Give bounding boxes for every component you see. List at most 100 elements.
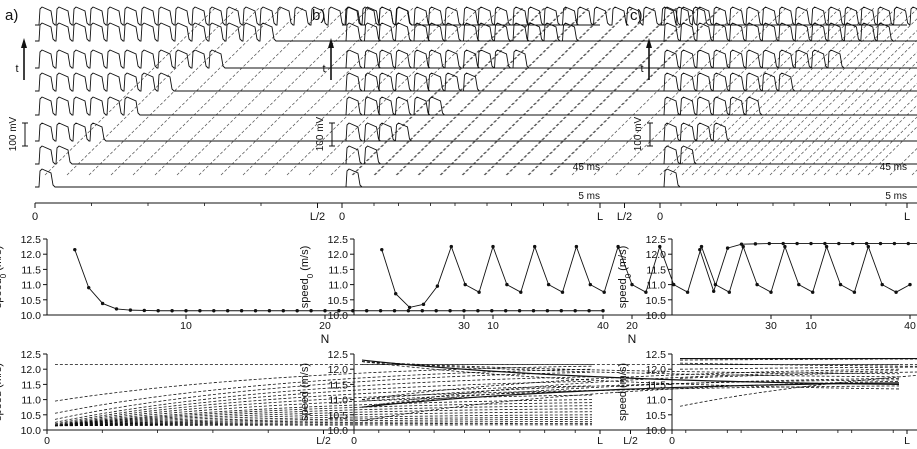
speed0-data-point <box>114 307 119 311</box>
speed0-data-point <box>601 309 605 313</box>
speed-y-tick-label: 10.0 <box>646 425 667 437</box>
speed-series-line <box>679 362 917 367</box>
speed0-data-point <box>559 309 563 313</box>
speed0-data-point <box>685 290 690 294</box>
time-label-45ms: 45 ms <box>573 162 600 173</box>
wavefront-dashed-line <box>88 7 260 176</box>
speed0-data-point <box>531 309 536 313</box>
speed0-data-point <box>852 290 857 294</box>
time-label-5ms: 5 ms <box>578 191 600 202</box>
speed0-data-point <box>906 241 910 246</box>
voltage-trace-row <box>660 145 917 165</box>
speed0-data-point <box>809 241 813 246</box>
time-arrow-label: t <box>640 63 643 75</box>
speed0-data-point <box>394 292 398 296</box>
speed0-x-tick-label: 20 <box>626 320 638 332</box>
raster-x-tick-label: L <box>904 211 910 223</box>
speed0-data-point <box>420 309 424 313</box>
raster-x-tick-label: L/2 <box>617 211 632 223</box>
speed0-data-point <box>727 290 731 294</box>
speed-series-line <box>679 366 917 370</box>
wavefront-dashed-line <box>801 61 917 176</box>
speed0-data-point <box>644 290 648 294</box>
wavefront-dashed-line <box>527 7 699 176</box>
speed-series-line <box>361 361 900 375</box>
speed0-data-point <box>851 241 855 246</box>
speed-x-tick-label: 0 <box>44 435 50 447</box>
speed-series-line <box>54 414 593 427</box>
speed0-data-point <box>435 284 440 288</box>
speed0-data-point <box>156 309 160 313</box>
wavefront-dashed-line <box>373 7 545 176</box>
speed0-data-point <box>184 309 188 313</box>
speed0-x-tick-label: 10 <box>487 320 499 332</box>
speed0-data-point <box>866 244 870 249</box>
time-arrow-head <box>21 38 27 48</box>
wavefront-dashed-line <box>396 7 568 176</box>
speed0-y-tick-label: 12.5 <box>646 234 667 246</box>
speed0-data-point <box>212 309 216 313</box>
speed0-data-point <box>753 242 758 246</box>
speed-series-line <box>54 424 593 427</box>
speed0-data-point <box>504 309 508 313</box>
speed0-data-point <box>587 309 591 313</box>
speed0-data-point <box>880 282 884 287</box>
wavefront-dashed-line <box>845 104 917 176</box>
wavefront-dashed-line <box>593 7 765 176</box>
speed0-data-point <box>434 309 438 313</box>
speed0-data-point <box>462 309 466 313</box>
speed-y-label: speed (m/s) <box>0 363 4 421</box>
voltage-trace-row <box>342 72 907 92</box>
speed-y-tick-label: 11.5 <box>328 379 348 391</box>
wavefront-dashed-line <box>813 73 917 176</box>
voltage-trace-row <box>342 96 907 116</box>
wavefront-dashed-line <box>889 147 917 176</box>
speed0-data-point <box>699 244 704 249</box>
speed-series-line <box>361 380 900 422</box>
speed-series-line <box>361 382 900 408</box>
speed0-y-tick-label: 12.0 <box>21 249 42 261</box>
voltage-trace-row <box>35 145 600 165</box>
wavefront-dashed-line <box>286 7 458 176</box>
speed-chart-2: 10.0 10.5 11.0 11.5 12.0 12.5 0 L/2 speed (m/s) <box>617 349 917 447</box>
speed0-y-tick-label: 11.0 <box>328 280 348 292</box>
speed0-data-point <box>712 289 716 293</box>
speed0-x-tick-label: 20 <box>319 320 331 332</box>
speed-y-tick-label: 12.0 <box>646 364 667 376</box>
speed0-data-point <box>545 309 550 313</box>
speed0-data-point <box>170 309 174 313</box>
speed0-y-tick-label: 11.5 <box>328 264 348 276</box>
speed-y-tick-label: 10.0 <box>328 425 349 437</box>
time-arrow-head <box>646 38 652 48</box>
speed0-data-point <box>323 309 327 313</box>
speed0-data-point <box>87 285 91 290</box>
speed0-data-point <box>142 308 146 313</box>
speed-y-tick-label: 11.0 <box>646 395 666 407</box>
speed0-data-point <box>476 309 480 313</box>
speed0-chart-2: 10.010.511.011.512.012.510203040Nspeed0 … <box>617 234 917 332</box>
speed0-data-point <box>380 247 384 252</box>
wavefront-dashed-line <box>154 7 326 176</box>
wavefront-dashed-line <box>44 7 216 176</box>
speed0-data-point <box>546 282 551 287</box>
wavefront-dashed-line <box>374 7 546 176</box>
speed0-y-label: speed0 (m/s) <box>0 246 8 309</box>
speed-series-line <box>54 418 593 427</box>
speed-series-line <box>361 368 900 400</box>
time-label-5ms: 5 ms <box>885 191 907 202</box>
speed0-data-point <box>630 282 634 287</box>
speed0-data-point <box>309 309 313 313</box>
speed0-y-label: speed0 (m/s) <box>299 246 315 309</box>
raster-x-tick-label: 0 <box>339 211 345 223</box>
speed-y-tick-label: 11.0 <box>21 395 41 407</box>
speed-series-line <box>361 361 900 390</box>
speed0-x-tick-label: 40 <box>597 320 609 332</box>
speed0-y-tick-label: 11.5 <box>21 264 41 276</box>
voltage-trace-row <box>342 168 907 188</box>
speed0-data-point <box>100 301 105 306</box>
speed-y-label: speed (m/s) <box>617 363 629 421</box>
voltage-trace-row <box>342 49 907 69</box>
voltage-trace-row <box>342 6 907 26</box>
voltage-trace-row <box>660 49 917 69</box>
